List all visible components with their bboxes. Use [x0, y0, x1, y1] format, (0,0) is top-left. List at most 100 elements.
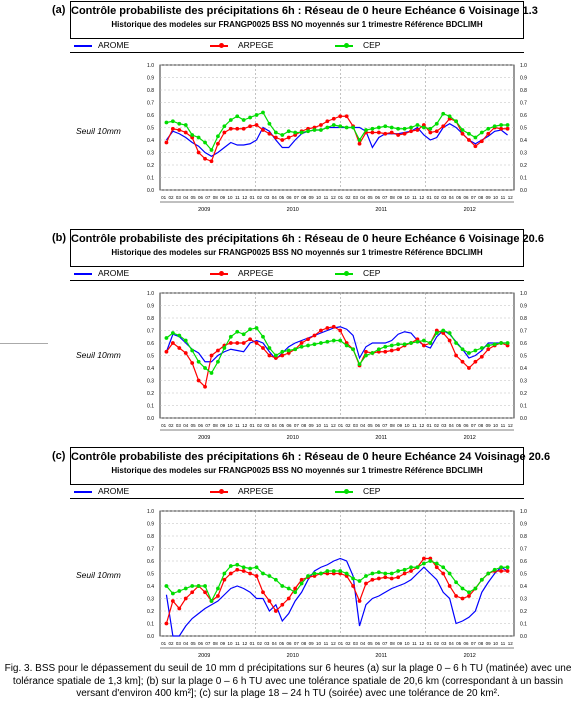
data-point-cep [331, 123, 336, 127]
x-tick-label: 09 [397, 641, 403, 646]
data-point-cep [364, 128, 368, 132]
x-tick-label: 12 [419, 423, 425, 428]
y-tick-label-left: 0.5 [147, 126, 154, 132]
x-tick-label: 12 [242, 641, 248, 646]
x-tick-label: 04 [449, 423, 455, 428]
x-tick-label: 02 [169, 423, 175, 428]
y-tick-label-left: 0.9 [147, 76, 154, 82]
year-label: 2011 [375, 435, 387, 441]
data-point-cep [473, 586, 478, 591]
x-tick-label: 11 [324, 423, 329, 428]
y-tick-label-left: 0.7 [147, 101, 154, 107]
data-point-cep [351, 576, 355, 581]
data-point-cep [499, 565, 504, 570]
x-tick-label: 03 [176, 195, 182, 200]
data-point-arpege [170, 341, 175, 345]
data-point-cep [261, 110, 265, 115]
x-tick-label: 09 [309, 641, 315, 646]
data-point-arpege [190, 361, 195, 365]
data-point-cep [280, 349, 285, 354]
y-tick-label-left: 0.2 [147, 163, 154, 169]
x-tick-label: 10 [405, 423, 411, 428]
legend-swatch [74, 272, 92, 275]
chart-subtitle: Historique des modeles sur FRANGP0025 BS… [111, 20, 483, 29]
data-point-arpege [331, 324, 336, 329]
data-point-arpege [370, 577, 375, 582]
data-point-arpege [177, 346, 182, 350]
x-tick-label: 05 [191, 195, 197, 200]
data-point-arpege [486, 347, 491, 352]
x-tick-label: 11 [412, 641, 417, 646]
y-tick-label-right: 0.0 [520, 416, 527, 422]
data-point-arpege [203, 384, 207, 389]
x-tick-label: 09 [486, 641, 492, 646]
data-point-cep [235, 114, 240, 119]
legend-swatch [74, 490, 92, 493]
x-tick-label: 01 [161, 423, 167, 428]
data-point-arpege [177, 606, 182, 611]
data-point-cep [203, 366, 207, 370]
x-tick-label: 07 [471, 641, 477, 646]
x-tick-label: 11 [501, 195, 506, 200]
data-point-cep [421, 561, 426, 566]
data-point-arpege [299, 341, 304, 345]
data-point-arpege [196, 378, 201, 383]
data-point-arpege [164, 621, 169, 626]
data-point-cep [261, 334, 265, 339]
y-tick-label-left: 0.0 [147, 634, 154, 640]
x-tick-label: 10 [228, 641, 234, 646]
year-label: 2010 [287, 653, 299, 659]
data-point-cep [370, 571, 375, 576]
x-tick-label: 07 [294, 641, 300, 646]
y-tick-label-right: 0.1 [520, 176, 527, 182]
x-tick-label: 12 [331, 195, 337, 200]
y-tick-label-left: 0.5 [147, 572, 154, 578]
x-tick-label: 05 [368, 641, 374, 646]
data-point-cep [196, 359, 201, 364]
legend-swatch [74, 44, 92, 47]
data-point-cep [447, 114, 452, 119]
legend-marker [344, 489, 349, 495]
data-point-cep [248, 115, 253, 120]
y-tick-label-right: 0.7 [520, 547, 527, 553]
data-point-arpege [228, 571, 233, 576]
data-point-cep [190, 348, 195, 353]
data-point-cep [389, 571, 394, 576]
data-point-cep [177, 333, 182, 338]
data-point-arpege [325, 326, 330, 330]
data-point-cep [415, 339, 420, 344]
chart-title-box: Contrôle probabiliste des précipitations… [70, 1, 538, 39]
data-point-cep [222, 346, 227, 350]
data-point-cep [273, 130, 278, 135]
x-tick-label: 08 [213, 641, 219, 646]
data-point-cep [254, 565, 259, 570]
data-point-cep [441, 328, 446, 333]
data-point-cep [299, 581, 304, 586]
data-point-cep [357, 138, 362, 142]
data-point-cep [486, 571, 491, 576]
y-tick-label-left: 0.4 [147, 138, 154, 144]
y-tick-label-left: 1.0 [147, 509, 154, 515]
data-point-cep [319, 128, 323, 132]
data-point-cep [421, 338, 426, 343]
data-point-cep [319, 341, 323, 345]
data-point-cep [434, 121, 439, 126]
data-point-arpege [338, 114, 343, 119]
data-point-cep [441, 111, 446, 116]
x-tick-label: 03 [176, 423, 182, 428]
data-point-cep [306, 574, 310, 578]
x-tick-label: 08 [213, 195, 219, 200]
legend-marker [219, 43, 224, 49]
data-point-cep [415, 123, 420, 127]
series-line-arome [165, 557, 508, 637]
x-tick-label: 07 [471, 195, 477, 200]
data-point-cep [376, 347, 381, 352]
data-point-cep [228, 118, 233, 122]
x-tick-label: 07 [382, 195, 388, 200]
data-point-arpege [254, 574, 259, 578]
data-point-cep [325, 569, 330, 573]
plot-area: 0.0 0.0 0.1 0.1 0.2 0.2 0.3 0.3 0.4 0.4 0.5 0.5 0.6 0… [147, 509, 527, 659]
data-point-arpege [415, 128, 420, 132]
data-point-cep [364, 353, 368, 358]
x-tick-label: 10 [405, 195, 411, 200]
